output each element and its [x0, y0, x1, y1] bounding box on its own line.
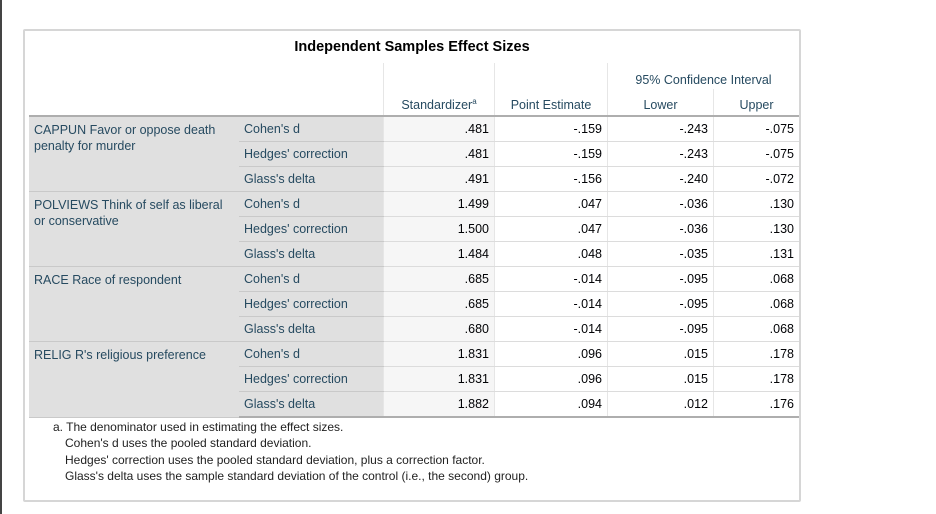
- lower-cell: -.240: [607, 166, 714, 192]
- variable-label: RELIG R's religious preference: [29, 341, 239, 418]
- point-estimate-cell: -.156: [494, 166, 608, 192]
- variable-label: POLVIEWS Think of self as liberal or con…: [29, 191, 239, 267]
- point-estimate-cell: .096: [494, 341, 608, 367]
- point-estimate-cell: .047: [494, 216, 608, 242]
- standardizer-cell: 1.484: [383, 241, 495, 267]
- point-estimate-cell: .047: [494, 191, 608, 217]
- point-estimate-cell: -.159: [494, 141, 608, 167]
- standardizer-label: Standardizer: [401, 98, 473, 112]
- footnote-marker: a: [472, 96, 477, 106]
- standardizer-cell: .481: [383, 116, 495, 142]
- standardizer-cell: .491: [383, 166, 495, 192]
- standardizer-cell: 1.499: [383, 191, 495, 217]
- statistic-label: Glass's delta: [239, 391, 384, 418]
- point-estimate-cell: .096: [494, 366, 608, 392]
- point-estimate-cell: .094: [494, 391, 608, 418]
- upper-cell: -.075: [713, 141, 799, 167]
- lower-cell: .012: [607, 391, 714, 418]
- standardizer-cell: 1.882: [383, 391, 495, 418]
- lower-cell: -.095: [607, 291, 714, 317]
- upper-cell: .068: [713, 316, 799, 342]
- upper-cell: .068: [713, 291, 799, 317]
- table-row: Hedges' correction .481 -.159 -.243 -.075: [29, 141, 799, 167]
- upper-cell: -.075: [713, 116, 799, 142]
- statistic-label: Glass's delta: [239, 166, 384, 192]
- standardizer-cell: .481: [383, 141, 495, 167]
- statistic-label: Cohen's d: [239, 266, 384, 292]
- statistic-label: Hedges' correction: [239, 141, 384, 167]
- point-estimate-cell: .048: [494, 241, 608, 267]
- table-title: Independent Samples Effect Sizes: [294, 39, 530, 55]
- footnote-line: Cohen's d uses the pooled standard devia…: [65, 436, 312, 451]
- footnotes: a. The denominator used in estimating th…: [53, 419, 528, 484]
- upper-cell: -.072: [713, 166, 799, 192]
- statistic-label: Hedges' correction: [239, 291, 384, 317]
- lower-header: Lower: [607, 89, 714, 116]
- standardizer-cell: 1.831: [383, 366, 495, 392]
- lower-cell: -.036: [607, 191, 714, 217]
- effect-sizes-table: 95% Confidence Interval Standardizera Po…: [29, 63, 799, 418]
- footnote-line: Glass's delta uses the sample standard d…: [65, 468, 529, 483]
- statistic-label: Cohen's d: [239, 341, 384, 367]
- statistic-label: Glass's delta: [239, 241, 384, 267]
- lower-cell: -.243: [607, 116, 714, 142]
- lower-cell: -.095: [607, 316, 714, 342]
- table-row: Hedges' correction 1.500.047 -.036.130: [29, 216, 799, 242]
- standardizer-cell: 1.500: [383, 216, 495, 242]
- lower-cell: -.243: [607, 141, 714, 167]
- lower-cell: -.035: [607, 241, 714, 267]
- standardizer-cell: .680: [383, 316, 495, 342]
- upper-cell: .178: [713, 366, 799, 392]
- point-estimate-header: Point Estimate: [494, 89, 608, 116]
- lower-cell: .015: [607, 341, 714, 367]
- statistic-label: Hedges' correction: [239, 366, 384, 392]
- table-row: Glass's delta 1.882.094.012.176: [29, 391, 799, 418]
- upper-cell: .176: [713, 391, 799, 418]
- table-row: Glass's delta .491 -.156 -.240 -.072: [29, 166, 799, 192]
- statistic-label: Cohen's d: [239, 116, 384, 142]
- table-row: POLVIEWS Think of self as liberal or con…: [29, 191, 799, 267]
- standardizer-cell: .685: [383, 266, 495, 292]
- standardizer-cell: 1.831: [383, 341, 495, 367]
- point-estimate-cell: -.159: [494, 116, 608, 142]
- variable-label: CAPPUN Favor or oppose death penalty for…: [29, 116, 239, 192]
- lower-cell: -.095: [607, 266, 714, 292]
- table-row: Glass's delta 1.484.048 -.035.131: [29, 241, 799, 267]
- table-row: Hedges' correction .685 -.014 -.095.068: [29, 291, 799, 317]
- point-estimate-cell: -.014: [494, 266, 608, 292]
- effect-sizes-table-panel: Independent Samples Effect Sizes 95% Con…: [23, 29, 801, 502]
- ci-header: 95% Confidence Interval: [607, 63, 799, 89]
- upper-header: Upper: [713, 89, 799, 116]
- window-edge: [0, 0, 2, 514]
- footnote-line: Hedges' correction uses the pooled stand…: [65, 452, 485, 467]
- upper-cell: .131: [713, 241, 799, 267]
- table-row: Glass's delta .680 -.014 -.095.068: [29, 316, 799, 342]
- lower-cell: -.036: [607, 216, 714, 242]
- table-row: RACE Race of respondent Cohen's d .685 -.01…: [29, 266, 799, 342]
- statistic-label: Hedges' correction: [239, 216, 384, 242]
- point-estimate-cell: -.014: [494, 291, 608, 317]
- upper-cell: .130: [713, 191, 799, 217]
- variable-label: RACE Race of respondent: [29, 266, 239, 342]
- upper-cell: .068: [713, 266, 799, 292]
- upper-cell: .178: [713, 341, 799, 367]
- table-row: CAPPUN Favor or oppose death penalty for…: [29, 116, 799, 192]
- table-row: Hedges' correction 1.831.096.015.178: [29, 366, 799, 392]
- footnote-line: a. The denominator used in estimating th…: [53, 420, 344, 434]
- standardizer-header: Standardizera: [383, 89, 495, 116]
- lower-cell: .015: [607, 366, 714, 392]
- point-estimate-cell: -.014: [494, 316, 608, 342]
- standardizer-cell: .685: [383, 291, 495, 317]
- statistic-label: Cohen's d: [239, 191, 384, 217]
- statistic-label: Glass's delta: [239, 316, 384, 342]
- upper-cell: .130: [713, 216, 799, 242]
